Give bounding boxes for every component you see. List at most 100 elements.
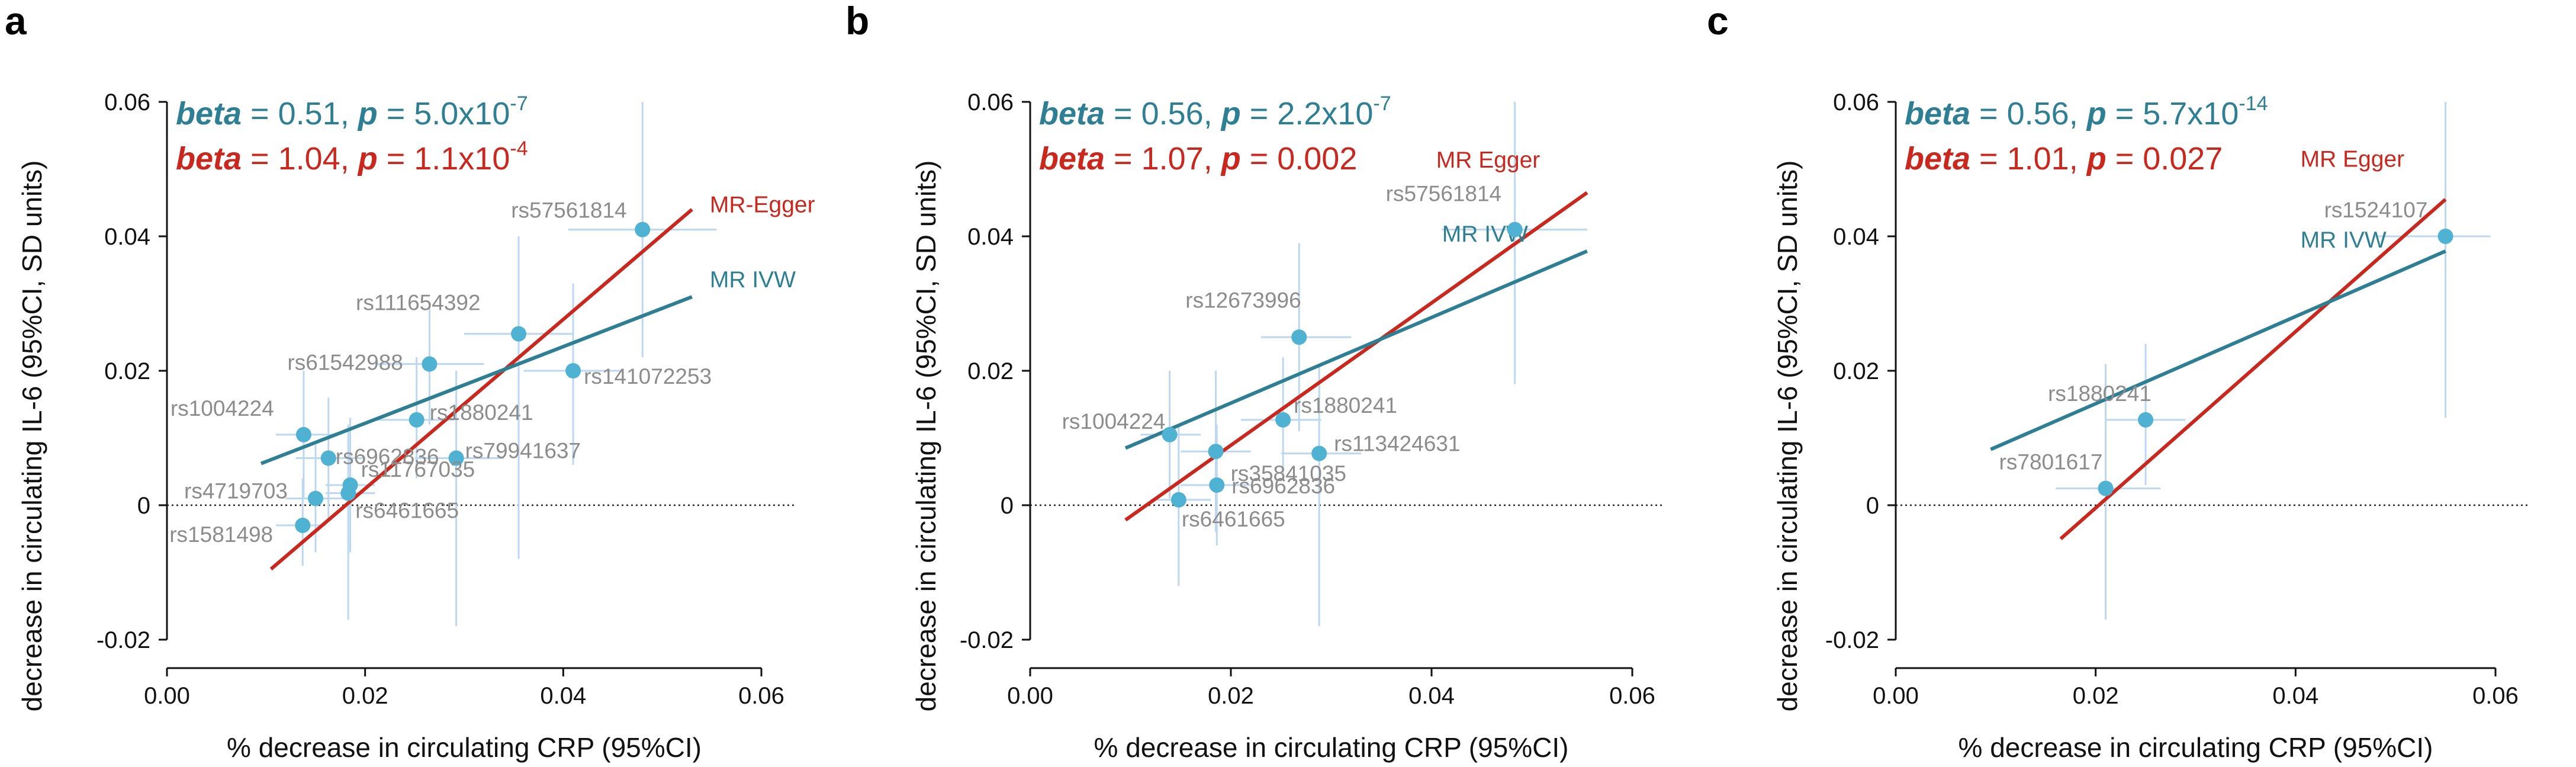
data-point: [565, 363, 581, 378]
snp-label: rs79941637: [465, 439, 581, 463]
line-label-egger: MR Egger: [1436, 147, 1541, 173]
snp-label: rs57561814: [1386, 182, 1501, 206]
x-tick-label: 0.00: [1007, 683, 1053, 709]
y-tick-label: 0.02: [967, 358, 1014, 384]
data-point: [295, 426, 311, 442]
data-point: [1291, 329, 1307, 345]
snp-label: rs1004224: [171, 396, 274, 421]
y-tick-label: 0.04: [1833, 224, 1879, 250]
x-tick-label: 0.06: [738, 683, 784, 709]
panel-b: b -0.02 0 0.02 0.04 0.06 0.00 0.02 0.04 0.06 % dec…: [845, 0, 1665, 763]
regression-line-ivw: [1990, 249, 2446, 451]
snp-label: rs61542988: [287, 351, 403, 375]
snp-label: rs141072253: [584, 364, 712, 389]
x-tick-label: 0.06: [1609, 683, 1655, 709]
data-point: [2098, 480, 2114, 496]
snp-label: rs6461665: [355, 499, 459, 523]
data-point: [295, 518, 311, 534]
x-tick-label: 0.00: [1873, 683, 1919, 709]
y-axis-label: decrease in circulating IL-6 (95%CI, SD …: [1772, 161, 1803, 712]
x-tick-label: 0.02: [1208, 683, 1254, 709]
x-tick-label: 0.00: [144, 683, 190, 709]
y-tick-label: 0.06: [104, 89, 150, 115]
data-point: [1208, 444, 1224, 460]
snp-label: rs1880241: [430, 400, 533, 425]
data-point: [422, 356, 438, 372]
data-point: [511, 326, 527, 342]
y-tick-label: 0: [137, 493, 150, 519]
snp-label: rs1004224: [1062, 409, 1166, 434]
panel-letter: c: [1707, 0, 1729, 43]
snp-label: rs7801617: [1999, 450, 2103, 474]
y-tick-label: 0.04: [967, 224, 1014, 250]
stat-ivw: beta = 0.56, p = 5.7x10-14: [1905, 92, 2268, 131]
data-point: [448, 450, 464, 466]
panel-c: c -0.02 0 0.02 0.04 0.06 0.00 0.02 0.04 0.06 % dec…: [1707, 0, 2528, 763]
stat-egger: beta = 1.01, p = 0.027: [1905, 141, 2223, 176]
x-tick-label: 0.04: [1408, 683, 1455, 709]
stat-ivw: beta = 0.51, p = 5.0x10-7: [176, 92, 528, 131]
regression-line-ivw: [1124, 249, 1588, 450]
stat-egger: beta = 1.07, p = 0.002: [1039, 141, 1357, 176]
y-tick-label: -0.02: [97, 627, 150, 653]
snp-label: rs1524107: [2324, 198, 2428, 222]
line-label-ivw: MR IVW: [2301, 227, 2387, 253]
y-tick-label: 0.02: [104, 358, 150, 384]
snp-label: rs111654392: [356, 291, 481, 315]
stat-egger: beta = 1.04, p = 1.1x10-4: [176, 137, 528, 176]
snp-label: rs6461665: [1182, 507, 1285, 531]
snp-label: rs6962836: [336, 445, 439, 469]
panel-letter: a: [5, 0, 27, 43]
y-tick-label: -0.02: [1825, 627, 1879, 653]
snp-label: rs6962836: [1231, 474, 1335, 498]
data-point: [340, 485, 356, 501]
regression-line-egger: [1124, 191, 1588, 522]
x-axis-label: % decrease in circulating CRP (95%CI): [1958, 732, 2433, 763]
snp-label: rs1581498: [169, 522, 273, 547]
y-tick-label: 0.04: [104, 224, 150, 250]
data-point: [635, 222, 651, 238]
y-tick-label: 0: [1001, 493, 1014, 519]
data-point: [2437, 229, 2453, 244]
data-point: [409, 412, 424, 428]
y-axis-label: decrease in circulating IL-6 (95%CI, SD …: [17, 161, 47, 712]
snp-label: rs1880241: [2048, 381, 2152, 406]
data-point: [308, 490, 323, 506]
panel-a: a -0.02 0 0.02 0.04 0.06 0.00 0.02 0.04 0.06 % dec…: [5, 0, 815, 763]
x-axis-label: % decrease in circulating CRP (95%CI): [1094, 732, 1569, 763]
regression-line-ivw: [260, 295, 693, 466]
y-tick-label: -0.02: [960, 627, 1014, 653]
stat-ivw: beta = 0.56, p = 2.2x10-7: [1039, 92, 1391, 131]
line-label-egger: MR-Egger: [710, 192, 815, 218]
x-axis-label: % decrease in circulating CRP (95%CI): [227, 732, 702, 763]
x-tick-label: 0.04: [540, 683, 586, 709]
data-point: [1507, 222, 1523, 238]
data-point: [2138, 412, 2154, 428]
snp-label: rs57561814: [511, 198, 626, 223]
line-label-egger: MR Egger: [2301, 147, 2405, 172]
x-tick-label: 0.02: [2073, 683, 2119, 709]
data-point: [1209, 477, 1225, 493]
panel-letter: b: [845, 0, 869, 43]
y-axis-label: decrease in circulating IL-6 (95%CI, SD …: [911, 161, 941, 712]
y-tick-label: 0.06: [967, 89, 1014, 115]
data-point: [1170, 492, 1186, 508]
snp-label: rs1880241: [1294, 393, 1397, 418]
data-point: [1311, 445, 1327, 461]
snp-label: rs11767035: [361, 457, 475, 482]
line-label-ivw: MR IVW: [710, 267, 796, 293]
data-point: [1275, 412, 1291, 428]
y-tick-label: 0.06: [1833, 89, 1879, 115]
regression-line-egger: [269, 208, 693, 571]
y-tick-label: 0: [1866, 493, 1879, 519]
data-point: [320, 450, 336, 466]
snp-label: rs12673996: [1185, 288, 1301, 312]
x-tick-label: 0.06: [2472, 683, 2519, 709]
x-tick-label: 0.02: [342, 683, 388, 709]
regression-line-egger: [2059, 198, 2447, 541]
snp-label: rs35841035: [1231, 461, 1346, 486]
snp-label: rs4719703: [184, 479, 288, 503]
x-tick-label: 0.04: [2272, 683, 2318, 709]
y-tick-label: 0.02: [1833, 358, 1879, 384]
